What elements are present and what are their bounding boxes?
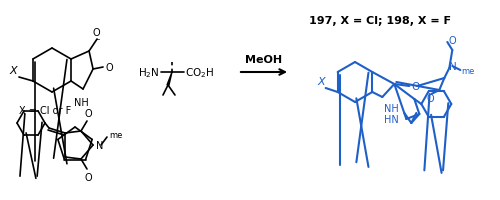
Text: O: O: [84, 172, 92, 182]
Text: NH: NH: [384, 103, 399, 113]
Text: N: N: [450, 62, 457, 72]
Text: O: O: [84, 108, 92, 118]
Text: HN: HN: [384, 114, 398, 124]
Text: N: N: [96, 140, 104, 150]
Text: X: X: [10, 66, 17, 76]
Text: O: O: [426, 94, 434, 103]
Text: NH: NH: [74, 98, 88, 107]
Text: X = Cl or F: X = Cl or F: [19, 105, 71, 115]
Text: me: me: [109, 131, 122, 140]
Text: O: O: [105, 63, 112, 73]
Text: H$_2$N: H$_2$N: [138, 66, 160, 80]
Text: O: O: [448, 36, 456, 46]
Text: 197, X = Cl; 198, X = F: 197, X = Cl; 198, X = F: [309, 16, 451, 26]
Text: me: me: [462, 67, 474, 76]
Text: CO$_2$H: CO$_2$H: [185, 66, 214, 80]
Text: X: X: [317, 77, 324, 87]
Text: O: O: [92, 28, 100, 38]
Text: O: O: [412, 82, 420, 92]
Text: MeOH: MeOH: [246, 55, 282, 65]
Polygon shape: [167, 73, 172, 86]
